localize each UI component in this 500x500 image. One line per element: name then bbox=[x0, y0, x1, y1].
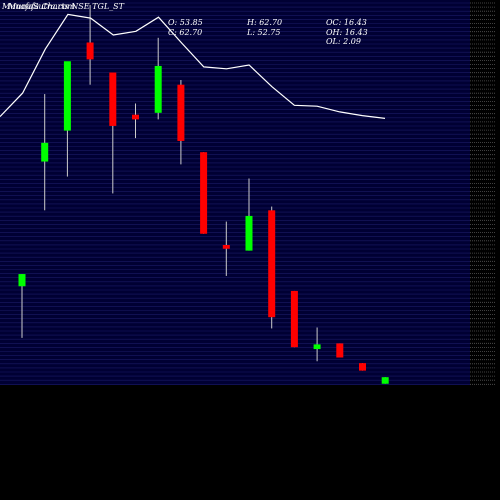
moving-average-line bbox=[0, 13, 386, 119]
candle bbox=[381, 377, 389, 384]
candle bbox=[359, 363, 366, 371]
ohlc-oh: OH: 16.43 bbox=[326, 28, 368, 37]
candle-body-up bbox=[154, 65, 162, 113]
candle-body-up bbox=[18, 274, 26, 287]
candle bbox=[222, 221, 230, 276]
candle-body-down bbox=[336, 343, 344, 358]
candle-body-down bbox=[359, 363, 366, 371]
candle-body-down bbox=[290, 290, 298, 348]
candle bbox=[109, 72, 117, 194]
ohlc-high: H: 62.70 bbox=[246, 18, 282, 27]
candle-body-up bbox=[381, 377, 389, 384]
site-title: MunafaSutra.com bbox=[1, 2, 75, 11]
lower-empty-area bbox=[0, 385, 500, 500]
candle-body-down bbox=[177, 84, 185, 141]
candle-body-up bbox=[245, 215, 253, 251]
candle bbox=[245, 178, 253, 251]
candle-body-down bbox=[200, 152, 208, 234]
candle bbox=[154, 37, 162, 120]
candle-body-up bbox=[41, 142, 49, 162]
ohlc-open: O: 53.85 bbox=[168, 18, 203, 27]
candle bbox=[336, 343, 344, 358]
candle bbox=[268, 206, 276, 329]
candle bbox=[177, 80, 185, 165]
candle-body-up bbox=[313, 344, 321, 350]
candle bbox=[132, 103, 139, 139]
candle bbox=[313, 327, 321, 362]
candle bbox=[41, 94, 49, 211]
chart-subtitle: Munafa Charts NSE TGL_ST bbox=[7, 2, 125, 11]
candle bbox=[63, 61, 71, 177]
grid-lines bbox=[0, 2, 470, 385]
candle-body-down bbox=[268, 210, 276, 318]
plot-area bbox=[0, 0, 470, 385]
ohlc-low: L: 52.75 bbox=[246, 28, 280, 37]
candle-body-up bbox=[63, 61, 71, 131]
candles-group bbox=[18, 5, 389, 384]
ohlc-oc: OC: 16.43 bbox=[326, 18, 367, 27]
candle-body-down bbox=[132, 114, 139, 120]
candle-body-down bbox=[109, 72, 117, 126]
candle bbox=[200, 152, 208, 234]
candle-body-down bbox=[86, 42, 94, 60]
ohlc-close: C: 62.70 bbox=[168, 28, 202, 37]
ohlc-ol: OL: 2.09 bbox=[326, 37, 361, 46]
candle-body-down bbox=[222, 245, 230, 249]
candle bbox=[18, 274, 26, 338]
y-axis-tick-marks bbox=[470, 2, 496, 385]
candle bbox=[290, 290, 298, 348]
moving-average-group bbox=[0, 13, 386, 119]
